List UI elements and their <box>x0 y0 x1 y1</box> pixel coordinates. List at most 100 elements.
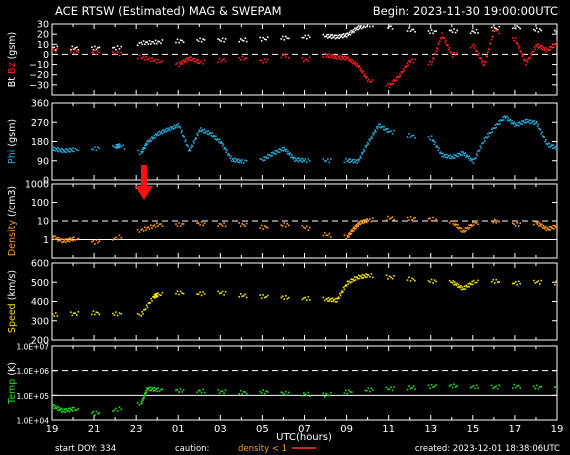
data-point <box>266 157 268 159</box>
series-phi <box>52 115 558 164</box>
data-point <box>387 27 389 29</box>
data-point <box>242 390 245 393</box>
data-point <box>195 137 198 140</box>
x-tick-label: 15 <box>466 424 479 435</box>
data-point <box>427 136 430 138</box>
data-point <box>496 281 499 283</box>
data-point <box>520 120 523 123</box>
data-point <box>429 138 431 141</box>
data-point <box>408 385 410 387</box>
data-point <box>471 160 473 163</box>
data-point <box>354 63 356 66</box>
y-tick-label: −20 <box>29 70 49 81</box>
data-point <box>351 58 353 61</box>
data-point <box>348 158 350 161</box>
data-point <box>199 224 201 226</box>
data-point <box>450 29 452 32</box>
data-point <box>182 389 185 391</box>
data-point <box>369 276 371 278</box>
data-point <box>372 25 374 28</box>
data-point <box>539 386 541 388</box>
data-point <box>525 63 527 66</box>
data-point <box>154 294 156 296</box>
data-point <box>117 143 120 146</box>
data-point <box>469 227 471 229</box>
data-point <box>474 221 476 224</box>
data-point <box>266 58 269 61</box>
data-point <box>64 411 67 414</box>
data-point <box>411 134 413 137</box>
data-point <box>142 150 144 153</box>
data-point <box>363 25 365 27</box>
data-point <box>291 154 293 156</box>
data-point <box>432 139 434 141</box>
data-point <box>145 229 147 231</box>
data-point <box>441 32 443 35</box>
data-point <box>387 131 390 134</box>
data-point <box>179 126 181 128</box>
data-point <box>449 154 452 156</box>
data-point <box>120 51 123 54</box>
data-point <box>345 237 347 240</box>
data-point <box>191 58 194 61</box>
data-point <box>346 234 349 237</box>
data-point <box>63 149 65 152</box>
data-point <box>409 30 412 32</box>
data-point <box>239 160 242 162</box>
data-point <box>151 136 153 138</box>
data-point <box>304 296 307 299</box>
data-point <box>328 53 331 55</box>
data-point <box>199 130 201 132</box>
data-point <box>408 133 410 135</box>
data-point <box>61 238 64 241</box>
data-point <box>217 61 219 64</box>
data-point <box>115 146 117 149</box>
data-point <box>528 119 530 121</box>
y-tick-label: 1000 <box>25 180 49 191</box>
data-point <box>236 159 238 161</box>
data-point <box>233 157 236 159</box>
data-point <box>352 230 354 232</box>
data-point <box>433 58 435 60</box>
data-point <box>64 408 66 410</box>
data-point <box>554 145 557 148</box>
data-point <box>367 274 370 276</box>
data-point <box>199 37 201 40</box>
data-point <box>153 42 156 45</box>
data-point <box>490 38 493 41</box>
data-point <box>138 313 141 316</box>
data-point <box>435 218 437 221</box>
data-point <box>360 70 363 72</box>
data-point <box>118 234 121 237</box>
y-axis-label: Bt Bz (gsm) <box>7 32 18 87</box>
data-point <box>472 162 475 164</box>
data-point <box>113 237 116 240</box>
data-point <box>477 150 479 153</box>
data-point <box>355 159 358 161</box>
data-point <box>156 42 158 45</box>
data-point <box>91 148 93 150</box>
data-point <box>259 294 261 296</box>
data-point <box>370 387 373 390</box>
data-point <box>514 123 517 125</box>
data-point <box>288 152 290 155</box>
data-point <box>140 150 142 153</box>
data-point <box>196 391 198 394</box>
data-point <box>396 75 399 77</box>
y-tick-label: 1 <box>43 235 49 246</box>
data-point <box>283 393 286 396</box>
data-point <box>332 36 334 39</box>
data-point <box>197 222 200 224</box>
data-point <box>119 143 121 145</box>
data-point <box>181 292 183 294</box>
data-point <box>478 149 481 152</box>
data-point <box>280 296 283 299</box>
data-point <box>388 86 391 89</box>
y-axis-label-part: Speed <box>7 303 18 333</box>
data-point <box>203 293 206 295</box>
data-point <box>451 386 454 389</box>
data-point <box>388 25 391 28</box>
data-point <box>495 278 497 281</box>
data-point <box>244 57 246 60</box>
data-point <box>70 311 72 313</box>
